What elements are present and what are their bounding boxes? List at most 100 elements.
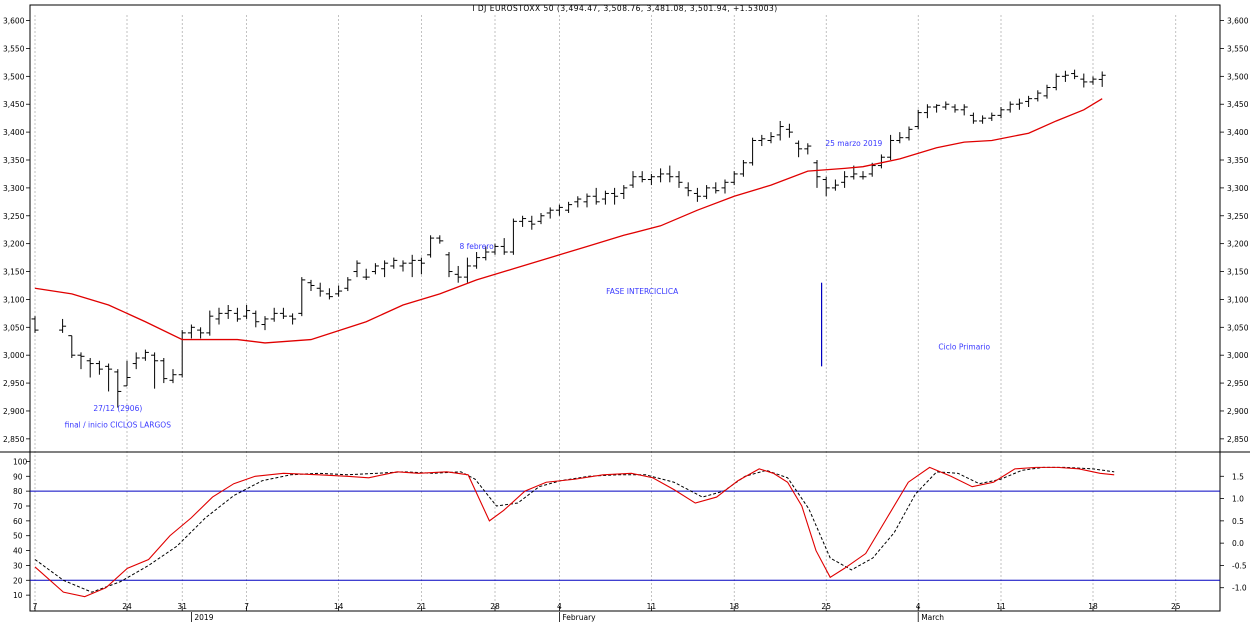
ohlc-bar <box>178 330 186 378</box>
ohlc-bar <box>252 310 260 328</box>
ohlc-bar <box>243 305 251 319</box>
date-tick-label: 4 <box>557 602 562 611</box>
ohlc-bar <box>601 190 609 205</box>
ohlc-bar <box>887 134 895 160</box>
ohlc-bar <box>151 352 159 389</box>
price-tick-label: 2,900 <box>1227 407 1249 416</box>
ohlc-bar <box>749 137 757 166</box>
ohlc-bar <box>353 260 361 278</box>
oscillator-right-tick-label: 1.5 <box>1232 472 1244 481</box>
ohlc-bar <box>261 316 269 331</box>
ohlc-bar <box>270 307 278 322</box>
chart-title: I DJ EUROSTOXX 50 (3,494.47, 3,508.76, 3… <box>472 4 777 13</box>
oscillator-tick-label: 30 <box>13 561 23 570</box>
ohlc-bar <box>132 352 140 370</box>
ohlc-bar <box>629 171 637 188</box>
price-axis-left: 2,850 2,900 2,950 3,000 3,050 3,100 3,150 3,200… <box>3 17 30 444</box>
price-tick-label: 3,100 <box>3 295 25 304</box>
ohlc-bar <box>942 101 950 110</box>
ohlc-bar <box>693 187 701 202</box>
price-bars <box>31 69 1106 408</box>
ohlc-bar <box>381 260 389 278</box>
ohlc-bar <box>739 160 747 177</box>
chart-annotation: 8 febrero <box>459 242 494 251</box>
ohlc-bar <box>822 176 830 197</box>
price-tick-label: 3,200 <box>1227 240 1249 249</box>
ohlc-bar <box>804 143 812 155</box>
ohlc-bar <box>960 104 968 116</box>
ohlc-bar <box>519 215 527 227</box>
ohlc-bar <box>316 282 324 297</box>
ohlc-bar <box>730 171 738 186</box>
oscillator-right-tick-label: -0.5 <box>1232 561 1247 570</box>
ohlc-bar <box>417 257 425 275</box>
ohlc-bar <box>776 120 784 141</box>
ohlc-bar <box>1080 73 1088 88</box>
ohlc-bar <box>592 187 600 205</box>
price-tick-label: 3,050 <box>3 323 25 332</box>
ohlc-bar <box>555 204 563 216</box>
ohlc-bar <box>611 187 619 205</box>
grid-lines <box>34 15 1177 611</box>
oscillator-tick-label: 80 <box>13 487 23 496</box>
ohlc-bar <box>454 265 462 283</box>
oscillator-axis-left: 10 20 30 40 50 60 70 80 90 100 <box>13 457 30 600</box>
ohlc-bar <box>565 201 573 213</box>
ohlc-bar <box>988 112 996 121</box>
ohlc-bar <box>712 182 720 194</box>
ohlc-bar <box>509 218 517 255</box>
ohlc-bar <box>1052 73 1060 91</box>
month-label: March <box>921 613 944 622</box>
oscillator-tick-label: 60 <box>13 517 23 526</box>
ohlc-bar <box>905 126 913 141</box>
ohlc-bar <box>371 263 379 275</box>
ohlc-bar <box>546 207 554 219</box>
price-tick-label: 3,250 <box>3 212 25 221</box>
date-tick-label: 18 <box>729 602 739 611</box>
ohlc-bar <box>877 154 885 169</box>
ohlc-bar <box>279 307 287 319</box>
month-label: 2019 <box>194 613 213 622</box>
ohlc-bar <box>1089 76 1097 85</box>
ohlc-bar <box>721 179 729 194</box>
ohlc-bar <box>399 260 407 272</box>
price-tick-label: 3,250 <box>1227 212 1249 221</box>
ohlc-bar <box>491 243 499 255</box>
ohlc-bar <box>473 252 481 269</box>
chart-frame <box>29 4 1221 612</box>
ohlc-bar <box>141 349 149 361</box>
ohlc-bar <box>583 193 591 208</box>
ohlc-bar <box>767 132 775 144</box>
price-tick-label: 2,900 <box>3 407 25 416</box>
oscillator-right-tick-label: 0.0 <box>1232 539 1244 548</box>
ohlc-bar <box>224 305 232 319</box>
price-tick-label: 3,000 <box>1227 351 1249 360</box>
date-tick-label: 18 <box>1088 602 1098 611</box>
ohlc-bar <box>795 140 803 158</box>
ohlc-bar <box>289 313 297 325</box>
date-tick-label: 31 <box>177 602 187 611</box>
ohlc-bar <box>427 235 435 258</box>
ohlc-bar <box>1034 90 1042 102</box>
chart-annotation: final / inicio CICLOS LARGOS <box>65 421 172 430</box>
ohlc-bar <box>390 257 398 269</box>
chart-annotation: 25 marzo 2019 <box>825 139 882 148</box>
ohlc-bar <box>1006 101 1014 113</box>
oscillator-levels <box>30 490 1220 581</box>
price-tick-label: 3,450 <box>1227 100 1249 109</box>
oscillator-tick-label: 20 <box>13 576 23 585</box>
ohlc-bar <box>969 112 977 124</box>
ohlc-bar <box>657 168 665 183</box>
date-tick-label: 7 <box>244 602 249 611</box>
price-axis-right: 2,850 2,900 2,950 3,000 3,050 3,100 3,150 3,200… <box>1220 17 1249 444</box>
ohlc-bar <box>344 277 352 292</box>
oscillator-tick-label: 70 <box>13 502 23 511</box>
price-tick-label: 3,350 <box>1227 156 1249 165</box>
price-tick-label: 2,850 <box>3 435 25 444</box>
date-tick-label: 11 <box>996 602 1006 611</box>
price-tick-label: 3,400 <box>3 128 25 137</box>
ohlc-bar <box>500 238 508 255</box>
ohlc-bar <box>841 171 849 188</box>
oscillator-tick-label: 50 <box>13 532 23 541</box>
oscillator-right-tick-label: 0.5 <box>1232 517 1244 526</box>
